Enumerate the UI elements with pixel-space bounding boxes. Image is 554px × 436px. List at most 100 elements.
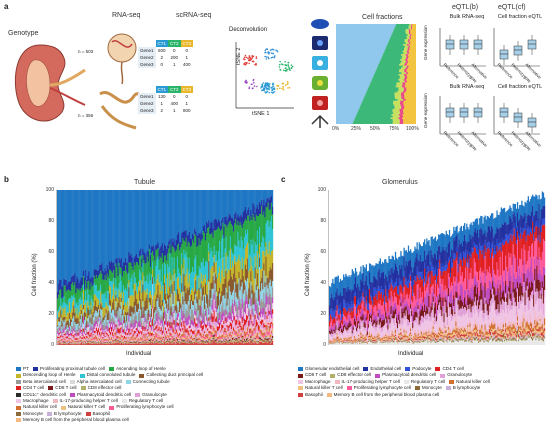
b-bar-segment (184, 190, 186, 232)
b-bar-segment (153, 245, 155, 256)
b-bar-segment (120, 297, 122, 303)
cf-segment (403, 90, 406, 93)
b-bar-segment (76, 301, 78, 308)
b-bar-segment (267, 336, 269, 339)
b-bar-segment (189, 342, 192, 345)
cf-segment (381, 57, 402, 60)
b-bar-segment (244, 343, 247, 345)
b-bar-segment (119, 342, 121, 344)
b-bar-segment (206, 338, 208, 340)
b-bar-segment (258, 288, 261, 296)
tsne-point (263, 84, 266, 87)
b-bar-segment (105, 336, 107, 339)
b-bar-segment (263, 263, 265, 271)
b-bar-segment (118, 338, 120, 340)
b-bar-segment (136, 338, 139, 340)
b-bar-segment (96, 291, 99, 299)
b-bar-segment (204, 304, 207, 311)
b-bar-segment (233, 333, 235, 338)
b-bar-segment (257, 306, 260, 318)
b-bar-segment (197, 330, 199, 334)
b-bar-segment (165, 303, 167, 312)
b-bar-segment (199, 268, 201, 291)
cf-segment (336, 27, 395, 30)
b-bar-segment (157, 297, 159, 311)
b-bar-segment (262, 328, 264, 334)
cf-segment (405, 67, 408, 70)
b-bar-segment (267, 328, 269, 332)
b-bar-segment (192, 340, 194, 341)
b-bar-segment (169, 253, 171, 273)
b-bar-segment (96, 312, 99, 317)
panel-b-letter: b (4, 175, 9, 184)
b-bar-segment (220, 340, 222, 342)
b-bar-segment (68, 335, 71, 337)
b-bar-segment (58, 295, 60, 310)
b-bar-segment (247, 258, 249, 279)
b-bar-segment (102, 339, 104, 341)
b-bar-segment (197, 316, 199, 323)
b-bar-segment (85, 316, 87, 324)
b-bar-segment (73, 339, 75, 342)
b-bar-segment (169, 330, 171, 333)
b-bar-segment (252, 214, 254, 240)
b-bar-segment (136, 190, 139, 258)
b-bar-segment (269, 302, 272, 316)
b-bar-segment (109, 331, 112, 335)
b-bar-segment (261, 330, 263, 335)
b-bar-segment (109, 306, 112, 315)
b-bar-segment (269, 279, 272, 294)
b-bar-segment (154, 328, 156, 331)
b-bar-segment (217, 324, 220, 327)
b-bar-segment (146, 329, 148, 332)
b-bar-segment (160, 258, 162, 282)
eqtl-cf-title: eQTL(cf) (498, 4, 526, 11)
b-bar-segment (233, 339, 235, 341)
b-bar-segment (91, 327, 93, 332)
b-bar-segment (212, 327, 214, 331)
b-bar-segment (99, 274, 101, 290)
tsne-point (248, 62, 250, 65)
b-bar-segment (82, 313, 85, 318)
b-bar-segment (165, 330, 167, 334)
b-bar-segment (121, 266, 124, 277)
b-bar-segment (131, 312, 133, 315)
b-bar-segment (74, 190, 76, 274)
b-bar-segment (103, 339, 105, 342)
b-bar-segment (112, 332, 114, 336)
tsne-point (276, 88, 279, 90)
b-bar-segment (76, 276, 78, 289)
b-bar-segment (267, 253, 269, 279)
cf-segment (411, 24, 413, 26)
b-bar-segment (217, 251, 220, 274)
b-bar-segment (103, 341, 105, 342)
b-bar-segment (72, 190, 74, 276)
b-bar-segment (214, 300, 216, 309)
b-bar-segment (168, 320, 170, 323)
b-bar-segment (147, 299, 149, 310)
b-bar-segment (193, 343, 195, 345)
b-bar-segment (161, 340, 164, 342)
b-bar-segment (239, 299, 241, 310)
b-bar-segment (241, 268, 243, 283)
b-bar-segment (201, 342, 203, 343)
b-bar-segment (121, 309, 124, 316)
b-bar-segment (211, 340, 213, 341)
b-bar-segment (229, 319, 232, 323)
b-bar-segment (210, 328, 212, 331)
b-bar-segment (253, 334, 255, 338)
b-bar-segment (93, 336, 95, 339)
b-bar-segment (236, 337, 238, 339)
b-bar-segment (155, 326, 157, 330)
b-bar-segment (241, 227, 243, 241)
b-bar-segment (160, 334, 162, 337)
b-bar-segment (263, 270, 265, 293)
b-bar-segment (241, 190, 243, 217)
b-bar-segment (244, 313, 247, 321)
b-bar-segment (129, 255, 131, 263)
b-bar-segment (194, 228, 196, 235)
b-bar-segment (226, 337, 228, 340)
b-bar-segment (260, 323, 262, 328)
cf-segment (408, 55, 416, 58)
b-bar-segment (81, 336, 84, 338)
